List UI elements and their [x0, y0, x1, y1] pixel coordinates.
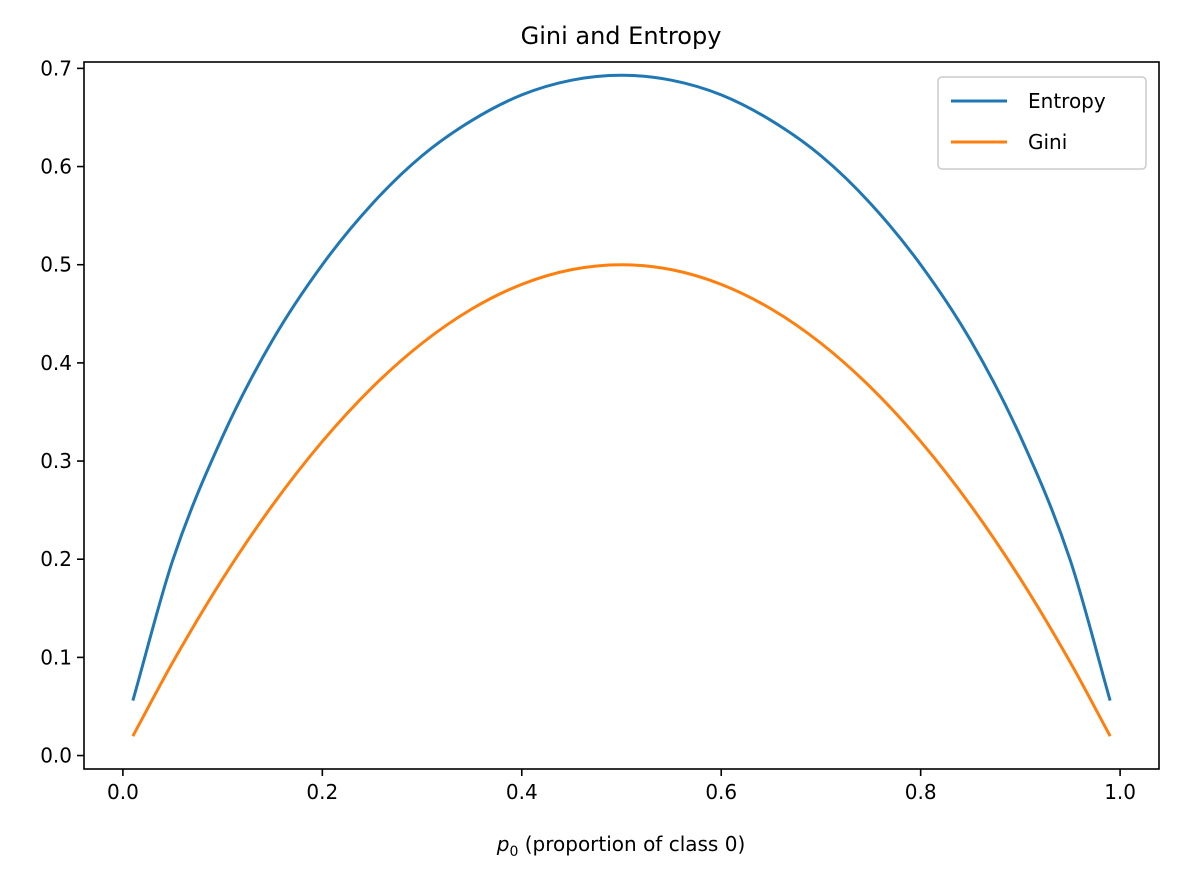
x-axis-label-text: (proportion of class 0) [518, 832, 745, 856]
y-tick-label: 0.2 [40, 547, 72, 571]
legend: Entropy Gini [937, 76, 1147, 170]
series-line-entropy [131, 73, 1112, 701]
y-tick-label: 0.3 [40, 449, 72, 473]
y-tick-label: 0.4 [40, 351, 72, 375]
x-tick-label: 1.0 [1104, 780, 1136, 804]
y-axis: 0.0 0.1 0.2 0.3 0.4 0.5 0.6 0.7 [40, 56, 84, 768]
x-tick-label: 0.8 [905, 780, 937, 804]
x-tick-label: 0.0 [107, 780, 139, 804]
plot-area [131, 73, 1112, 737]
y-tick-label: 0.6 [40, 155, 72, 179]
y-tick-label: 0.0 [40, 744, 72, 768]
chart-title: Gini and Entropy [521, 22, 722, 50]
x-tick-label: 0.2 [306, 780, 338, 804]
legend-label-entropy: Entropy [1028, 89, 1106, 113]
x-axis-label-subscript: 0 [509, 844, 518, 860]
legend-label-gini: Gini [1028, 130, 1067, 154]
y-tick-label: 0.7 [40, 56, 72, 80]
x-axis-label: p0 (proportion of class 0) [496, 832, 746, 860]
axes-frame [83, 61, 1160, 770]
x-tick-label: 0.6 [705, 780, 737, 804]
x-tick-label: 0.4 [506, 780, 538, 804]
x-axis-label-variable: p [496, 832, 510, 856]
y-tick-label: 0.1 [40, 645, 72, 669]
y-tick-label: 0.5 [40, 253, 72, 277]
x-axis: 0.0 0.2 0.4 0.6 0.8 1.0 [107, 769, 1136, 804]
series-line-gini [131, 263, 1112, 737]
